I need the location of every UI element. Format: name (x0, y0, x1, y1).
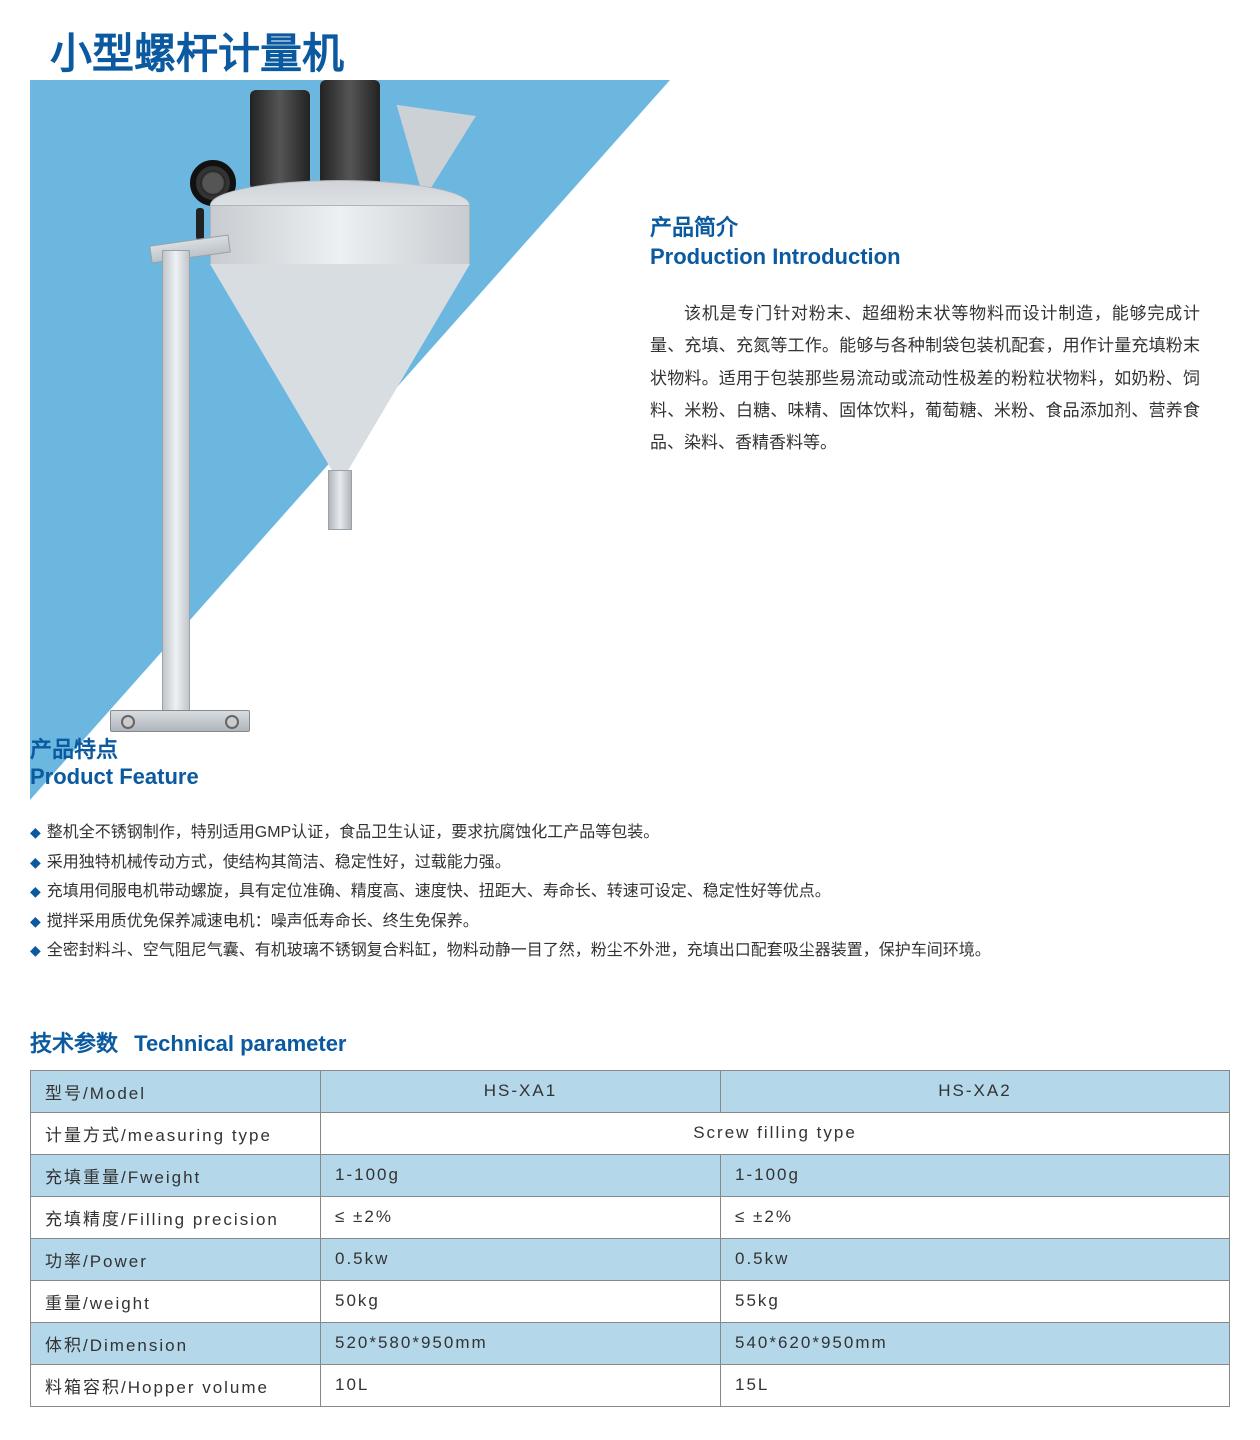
feature-item: ◆ 充填用伺服电机带动螺旋，具有定位准确、精度高、速度快、扭距大、寿命长、转速可设… (30, 877, 1230, 907)
table-cell: 充填精度/Filling precision (31, 1196, 321, 1238)
table-row: 充填精度/Filling precision≤ ±2%≤ ±2% (31, 1196, 1230, 1238)
intro-heading-en: Production Introduction (650, 244, 1200, 270)
diamond-bullet-icon: ◆ (30, 942, 41, 958)
feature-heading: 产品特点 Product Feature (30, 732, 199, 790)
table-cell: 功率/Power (31, 1238, 321, 1280)
table-row: 料箱容积/Hopper volume10L15L (31, 1364, 1230, 1406)
table-row: 体积/Dimension520*580*950mm540*620*950mm (31, 1322, 1230, 1364)
diamond-bullet-icon: ◆ (30, 824, 41, 840)
table-cell: 0.5kw (321, 1238, 721, 1280)
table-cell: 计量方式/measuring type (31, 1112, 321, 1154)
table-row: 计量方式/measuring typeScrew filling type (31, 1112, 1230, 1154)
table-cell: 重量/weight (31, 1280, 321, 1322)
intro-body-text: 该机是专门针对粉末、超细粉末状等物料而设计制造，能够完成计量、充填、充氮等工作。… (650, 298, 1200, 459)
diamond-bullet-icon: ◆ (30, 913, 41, 929)
feature-item: ◆ 搅拌采用质优免保养减速电机：噪声低寿命长、终生免保养。 (30, 907, 1230, 937)
top-section: 小型螺杆计量机 产品简介 Production Introduction 该机是… (30, 20, 1230, 800)
table-cell: 520*580*950mm (321, 1322, 721, 1364)
feature-item-text: 搅拌采用质优免保养减速电机：噪声低寿命长、终生免保养。 (47, 913, 479, 930)
table-cell: HS-XA1 (321, 1070, 721, 1112)
intro-block: 产品简介 Production Introduction 该机是专门针对粉末、超… (650, 210, 1200, 459)
table-cell: 1-100g (721, 1154, 1230, 1196)
table-cell: Screw filling type (321, 1112, 1230, 1154)
diamond-bullet-icon: ◆ (30, 854, 41, 870)
table-cell: ≤ ±2% (721, 1196, 1230, 1238)
table-cell: 540*620*950mm (721, 1322, 1230, 1364)
table-header-row: 型号/ModelHS-XA1HS-XA2 (31, 1070, 1230, 1112)
feature-heading-en: Product Feature (30, 764, 199, 790)
feature-item-text: 充填用伺服电机带动螺旋，具有定位准确、精度高、速度快、扭距大、寿命长、转速可设定… (47, 883, 831, 900)
table-row: 充填重量/Fweight1-100g1-100g (31, 1154, 1230, 1196)
feature-item-text: 全密封料斗、空气阻尼气囊、有机玻璃不锈钢复合料缸，物料动静一目了然，粉尘不外泄，… (47, 942, 991, 959)
tech-heading-en: Technical parameter (134, 1031, 346, 1056)
table-cell: 55kg (721, 1280, 1230, 1322)
feature-heading-cn: 产品特点 (30, 732, 199, 764)
diamond-bullet-icon: ◆ (30, 883, 41, 899)
feature-item-text: 整机全不锈钢制作，特别适用GMP认证，食品卫生认证，要求抗腐蚀化工产品等包装。 (47, 824, 659, 841)
feature-item: ◆ 整机全不锈钢制作，特别适用GMP认证，食品卫生认证，要求抗腐蚀化工产品等包装。 (30, 818, 1230, 848)
table-cell: 料箱容积/Hopper volume (31, 1364, 321, 1406)
table-cell: 50kg (321, 1280, 721, 1322)
table-cell: 1-100g (321, 1154, 721, 1196)
feature-item: ◆ 采用独特机械传动方式，使结构其简洁、稳定性好，过载能力强。 (30, 848, 1230, 878)
feature-item-text: 采用独特机械传动方式，使结构其简洁、稳定性好，过载能力强。 (47, 854, 511, 871)
table-cell: ≤ ±2% (321, 1196, 721, 1238)
table-row: 功率/Power0.5kw0.5kw (31, 1238, 1230, 1280)
table-row: 重量/weight50kg55kg (31, 1280, 1230, 1322)
tech-heading-cn: 技术参数 (30, 1031, 118, 1056)
table-cell: 体积/Dimension (31, 1322, 321, 1364)
tech-heading: 技术参数 Technical parameter (30, 1026, 1230, 1058)
intro-heading-cn: 产品简介 (650, 210, 1200, 242)
table-cell: HS-XA2 (721, 1070, 1230, 1112)
table-cell: 10L (321, 1364, 721, 1406)
table-cell: 型号/Model (31, 1070, 321, 1112)
table-cell: 0.5kw (721, 1238, 1230, 1280)
table-cell: 充填重量/Fweight (31, 1154, 321, 1196)
table-cell: 15L (721, 1364, 1230, 1406)
page-title: 小型螺杆计量机 (30, 20, 1230, 81)
feature-item: ◆ 全密封料斗、空气阻尼气囊、有机玻璃不锈钢复合料缸，物料动静一目了然，粉尘不外泄… (30, 936, 1230, 966)
machine-illustration (170, 90, 550, 750)
feature-list: ◆ 整机全不锈钢制作，特别适用GMP认证，食品卫生认证，要求抗腐蚀化工产品等包装。… (30, 818, 1230, 966)
spec-table: 型号/ModelHS-XA1HS-XA2计量方式/measuring typeS… (30, 1070, 1230, 1407)
